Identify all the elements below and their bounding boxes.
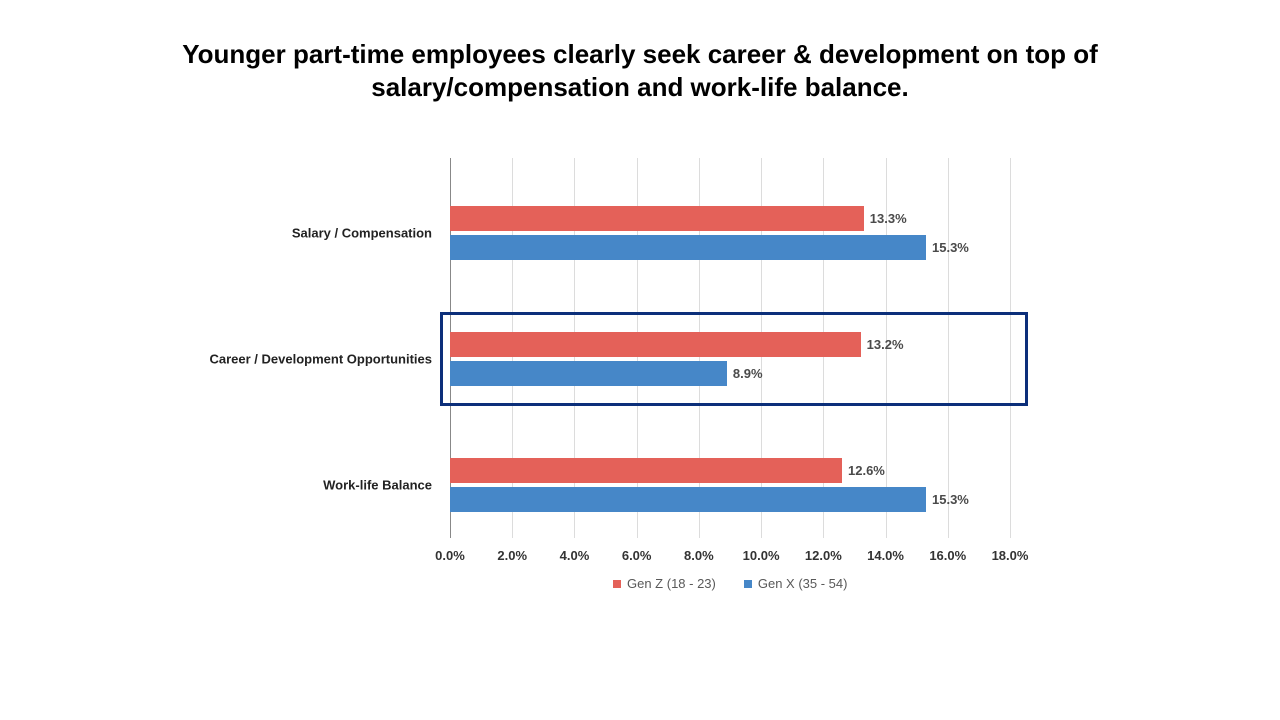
- bar: [450, 235, 926, 260]
- title-line2: salary/compensation and work-life balanc…: [371, 72, 909, 102]
- bar-value-label: 13.3%: [870, 211, 907, 226]
- legend-swatch: [744, 580, 752, 588]
- bar-value-label: 15.3%: [932, 492, 969, 507]
- legend-item: Gen X (35 - 54): [744, 576, 848, 591]
- bar: [450, 458, 842, 483]
- chart-title: Younger part-time employees clearly seek…: [0, 0, 1280, 103]
- x-tick-label: 12.0%: [805, 548, 842, 563]
- plot-area: 0.0%2.0%4.0%6.0%8.0%10.0%12.0%14.0%16.0%…: [450, 158, 1010, 538]
- x-tick-label: 0.0%: [435, 548, 465, 563]
- category-label: Salary / Compensation: [292, 226, 450, 241]
- chart-area: 0.0%2.0%4.0%6.0%8.0%10.0%12.0%14.0%16.0%…: [450, 158, 1010, 538]
- bar-value-label: 12.6%: [848, 463, 885, 478]
- x-tick-label: 10.0%: [743, 548, 780, 563]
- category-label: Career / Development Opportunities: [210, 352, 451, 367]
- bar: [450, 206, 864, 231]
- x-tick-label: 16.0%: [929, 548, 966, 563]
- x-tick-label: 8.0%: [684, 548, 714, 563]
- legend-label: Gen X (35 - 54): [758, 576, 848, 591]
- highlight-box: [440, 312, 1028, 406]
- bar-value-label: 15.3%: [932, 240, 969, 255]
- x-tick-label: 14.0%: [867, 548, 904, 563]
- x-tick-label: 2.0%: [497, 548, 527, 563]
- x-tick-label: 4.0%: [560, 548, 590, 563]
- legend-swatch: [613, 580, 621, 588]
- legend: Gen Z (18 - 23) Gen X (35 - 54): [613, 576, 847, 591]
- legend-item: Gen Z (18 - 23): [613, 576, 716, 591]
- legend-label: Gen Z (18 - 23): [627, 576, 716, 591]
- title-line1: Younger part-time employees clearly seek…: [182, 39, 1098, 69]
- x-tick-label: 18.0%: [992, 548, 1029, 563]
- x-tick-label: 6.0%: [622, 548, 652, 563]
- bar: [450, 487, 926, 512]
- category-label: Work-life Balance: [323, 478, 450, 493]
